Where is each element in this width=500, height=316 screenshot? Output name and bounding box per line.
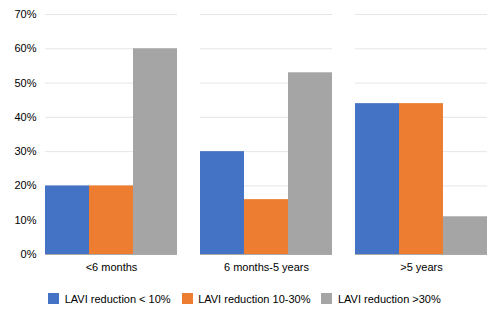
svg-text:30%: 30% xyxy=(14,145,36,157)
svg-text:0%: 0% xyxy=(21,248,37,260)
svg-text:10%: 10% xyxy=(14,214,36,226)
svg-text:60%: 60% xyxy=(14,42,36,54)
svg-text:70%: 70% xyxy=(14,8,36,20)
html-text:LAVI reduction < 10%: LAVI reduction < 10% xyxy=(64,292,171,305)
svg-text:20%: 20% xyxy=(14,179,36,191)
html-text:LAVI reduction >30%: LAVI reduction >30% xyxy=(337,292,441,305)
svg-text:6 months-5 years: 6 months-5 years xyxy=(224,261,309,273)
svg-text:>5 years: >5 years xyxy=(400,261,443,273)
svg-text:50%: 50% xyxy=(14,77,36,89)
html-text:LAVI reduction 10-30%: LAVI reduction 10-30% xyxy=(198,292,311,305)
svg-text:40%: 40% xyxy=(14,111,36,123)
svg-text:<6 months: <6 months xyxy=(86,261,138,273)
